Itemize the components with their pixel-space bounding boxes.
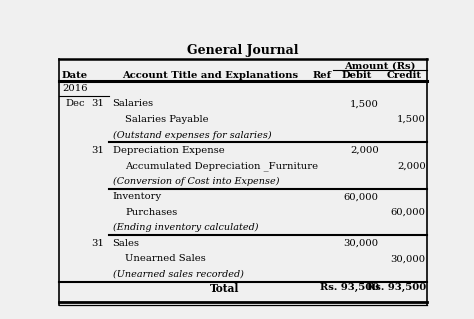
Text: 31: 31 <box>91 146 104 155</box>
Text: Total: Total <box>210 283 239 294</box>
Text: 1,500: 1,500 <box>397 115 426 124</box>
Text: 60,000: 60,000 <box>391 208 426 217</box>
Text: (Outstand expenses for salaries): (Outstand expenses for salaries) <box>112 130 271 139</box>
Text: Unearned Sales: Unearned Sales <box>125 254 206 263</box>
Text: Inventory: Inventory <box>112 192 162 201</box>
Text: 2016: 2016 <box>62 84 88 93</box>
Text: 2,000: 2,000 <box>397 161 426 170</box>
Text: Debit: Debit <box>342 71 372 80</box>
Text: 31: 31 <box>91 100 104 108</box>
Text: Sales: Sales <box>112 239 139 248</box>
Text: Ref: Ref <box>312 71 331 80</box>
Text: 1,500: 1,500 <box>350 100 379 108</box>
Text: Salaries: Salaries <box>112 100 154 108</box>
Text: Rs. 93,500: Rs. 93,500 <box>319 283 379 292</box>
Text: Purchases: Purchases <box>125 208 178 217</box>
Text: Accumulated Depreciation _Furniture: Accumulated Depreciation _Furniture <box>125 161 319 171</box>
Text: Rs. 93,500: Rs. 93,500 <box>366 283 426 292</box>
Text: Date: Date <box>62 71 88 80</box>
Text: Account Title and Explanations: Account Title and Explanations <box>122 71 298 80</box>
Text: 30,000: 30,000 <box>344 239 379 248</box>
Text: Salaries Payable: Salaries Payable <box>125 115 209 124</box>
Text: (Ending inventory calculated): (Ending inventory calculated) <box>112 223 258 232</box>
Text: (Unearned sales recorded): (Unearned sales recorded) <box>112 270 243 279</box>
Text: Amount (Rs): Amount (Rs) <box>344 62 416 70</box>
Text: Credit: Credit <box>386 71 421 80</box>
Text: Dec: Dec <box>65 100 85 108</box>
Text: (Conversion of Cost into Expense): (Conversion of Cost into Expense) <box>112 177 279 186</box>
Text: Depreciation Expense: Depreciation Expense <box>112 146 224 155</box>
Text: 30,000: 30,000 <box>391 254 426 263</box>
Text: 2,000: 2,000 <box>350 146 379 155</box>
Text: General Journal: General Journal <box>187 44 299 57</box>
Text: 60,000: 60,000 <box>344 192 379 201</box>
Text: 31: 31 <box>91 239 104 248</box>
